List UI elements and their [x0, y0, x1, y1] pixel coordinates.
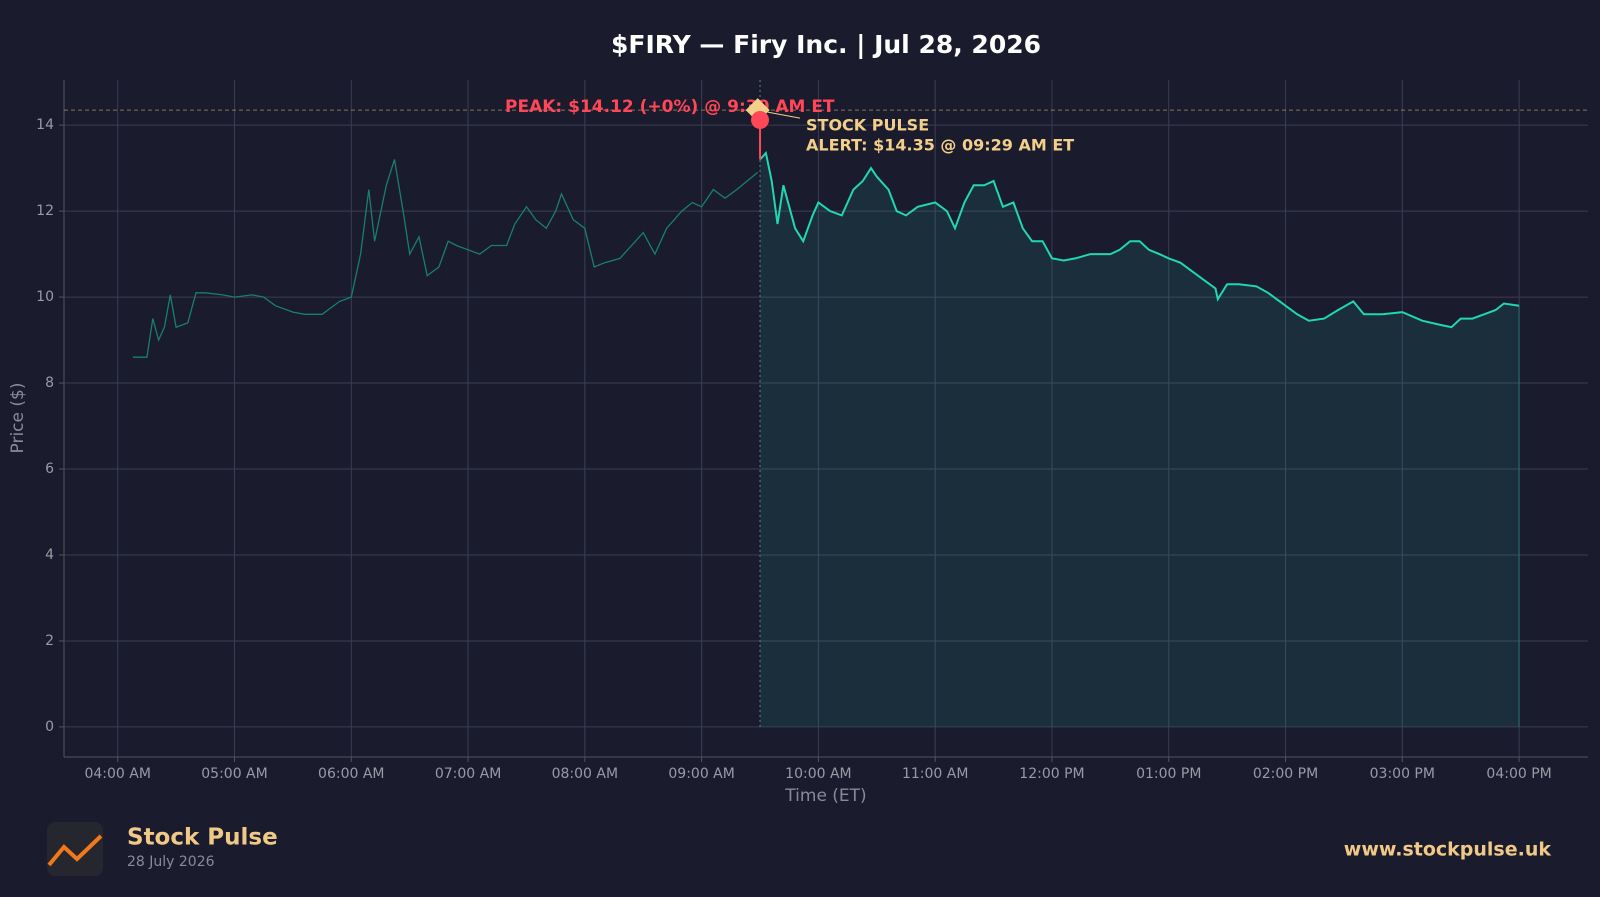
x-tick-label: 01:00 PM: [1136, 766, 1201, 782]
y-tick-label: 0: [45, 719, 54, 735]
x-tick-label: 11:00 AM: [902, 766, 968, 782]
y-tick-label: 12: [36, 203, 54, 219]
x-tick-label: 10:00 AM: [785, 766, 851, 782]
y-tick-label: 14: [36, 117, 54, 133]
price-line: [132, 159, 759, 358]
price-line: [759, 150, 1520, 329]
y-tick-label: 10: [36, 289, 54, 305]
x-tick-label: 07:00 AM: [435, 766, 501, 782]
y-tick-label: 2: [45, 633, 54, 649]
logo: [47, 822, 103, 876]
y-axis-label: Price ($): [8, 383, 28, 454]
logo-icon: [47, 834, 103, 867]
alert-leader: [767, 111, 801, 119]
peak-label: PEAK: $14.12 (+0%) @ 9:30 AM ET: [505, 97, 835, 117]
website: www.stockpulse.uk: [1344, 839, 1552, 861]
x-tick-label: 08:00 AM: [552, 766, 618, 782]
x-tick-label: 09:00 AM: [668, 766, 734, 782]
x-tick-label: 04:00 AM: [84, 766, 150, 782]
chart-title: $FIRY — Firy Inc. | Jul 28, 2026: [611, 30, 1041, 59]
x-tick-label: 03:00 PM: [1370, 766, 1435, 782]
x-axis-label: Time (ET): [784, 786, 866, 806]
y-tick-label: 4: [45, 547, 54, 563]
x-tick-label: 02:00 PM: [1253, 766, 1318, 782]
logo-box: [47, 822, 103, 876]
x-tick-label: 04:00 PM: [1486, 766, 1551, 782]
peak-marker: [751, 110, 770, 129]
alert-label: STOCK PULSE: [806, 116, 929, 135]
alert-label: ALERT: $14.35 @ 09:29 AM ET: [806, 136, 1074, 155]
brand: Stock Pulse: [127, 825, 278, 851]
x-tick-label: 05:00 AM: [201, 766, 267, 782]
footer-date: 28 July 2026: [127, 854, 215, 870]
y-tick-label: 6: [45, 461, 54, 477]
x-tick-label: 06:00 AM: [318, 766, 384, 782]
area: [760, 153, 1520, 727]
y-tick-label: 8: [45, 375, 54, 391]
x-tick-label: 12:00 PM: [1019, 766, 1084, 782]
